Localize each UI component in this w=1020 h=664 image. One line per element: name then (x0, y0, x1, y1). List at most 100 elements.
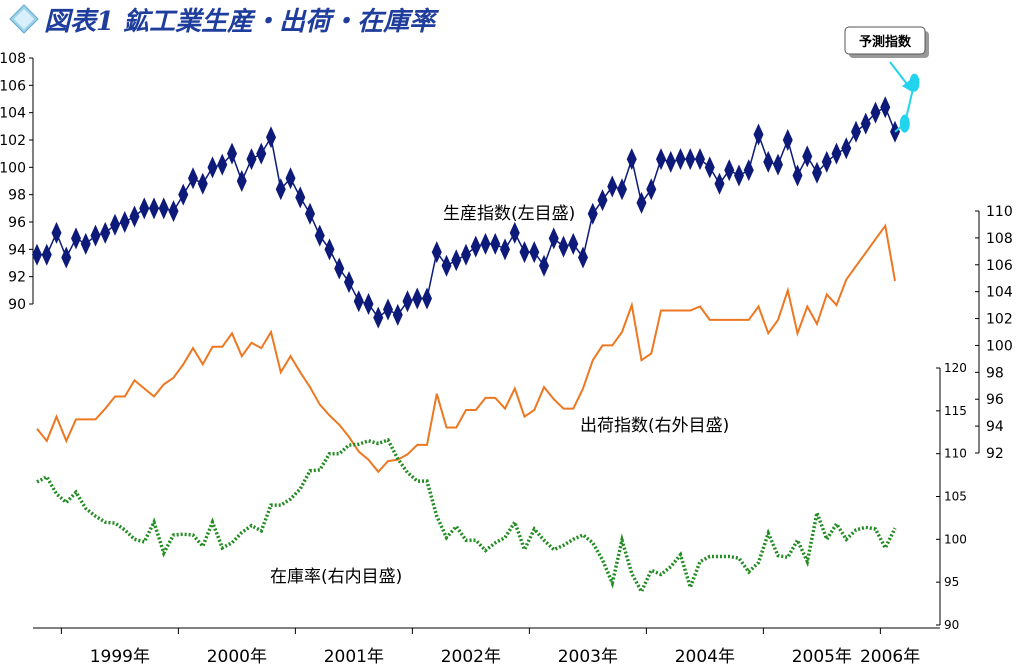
x-axis-year-label: 2005年 (792, 647, 852, 664)
shipments-line (36, 223, 896, 474)
production-point (831, 142, 842, 165)
left-axis-tick-label: 108 (0, 51, 26, 67)
production-point (675, 148, 686, 171)
production-point (129, 205, 140, 228)
x-axis-year-label: 2003年 (558, 647, 618, 664)
production-point (607, 175, 618, 198)
production-point (110, 213, 120, 236)
production-point (100, 221, 111, 244)
shipments-series (36, 223, 896, 474)
production-point (451, 249, 462, 272)
forecast-series (894, 73, 920, 133)
left-axis-tick-label: 90 (8, 297, 26, 313)
production-axis-left: 90 92 94 96 98 100 102 104 106 108 (0, 51, 34, 313)
outer-axis-tick-label: 102 (986, 312, 1013, 328)
production-point (704, 156, 715, 179)
production-point (617, 178, 627, 201)
inventory-axis-right-inner: 90 95 100 105 110 115 120 (936, 361, 967, 632)
production-point (119, 211, 130, 233)
production-series (32, 96, 900, 329)
production-point (295, 186, 306, 209)
production-point (256, 142, 267, 165)
production-point (334, 257, 345, 280)
production-point (860, 112, 871, 135)
production-point (51, 221, 62, 244)
production-point (597, 189, 608, 212)
production-point (626, 148, 637, 171)
production-point (197, 172, 208, 195)
production-point (383, 298, 393, 321)
inner-axis-tick-label: 105 (944, 490, 967, 504)
left-axis-tick-label: 96 (8, 215, 26, 231)
production-point (188, 167, 198, 190)
production-point (285, 167, 296, 190)
production-point (724, 159, 735, 182)
production-point (71, 227, 81, 250)
production-point (461, 243, 471, 266)
forecast-point (899, 114, 910, 133)
production-point (490, 232, 501, 255)
production-point (500, 238, 510, 261)
x-axis-year-label: 2001年 (324, 647, 384, 664)
production-point (773, 153, 783, 176)
forecast-callout-text: 予測指数 (859, 34, 912, 50)
chart-title: 図表1 鉱工業生産・出荷・在庫率 (44, 7, 439, 37)
left-axis-tick-label: 94 (8, 242, 26, 258)
production-point (695, 148, 705, 171)
outer-axis-tick-label: 108 (986, 231, 1013, 247)
left-axis-tick-label: 102 (0, 133, 26, 149)
production-point (422, 287, 432, 310)
shipments-axis-right-outer: 92 94 96 98 100 102 104 106 108 110 (975, 204, 1013, 462)
production-point (149, 197, 159, 220)
production-point (743, 159, 754, 182)
production-point (568, 232, 579, 255)
title-group: 図表1 鉱工業生産・出荷・在庫率 (9, 4, 439, 37)
production-point (275, 178, 286, 201)
production-point (734, 164, 744, 187)
production-point (168, 200, 179, 223)
production-point (587, 202, 598, 225)
inner-axis-tick-label: 90 (944, 618, 959, 632)
production-point (851, 120, 861, 143)
production-point (578, 246, 588, 269)
production-point (509, 221, 520, 244)
inner-axis-tick-label: 115 (944, 404, 967, 418)
production-point (636, 191, 647, 214)
inventory-series-label: 在庫率(右内目盛) (270, 567, 402, 587)
production-point (656, 148, 666, 171)
production-point (753, 123, 764, 146)
production-point (792, 164, 803, 187)
production-point (558, 235, 569, 258)
production-point (80, 232, 91, 255)
outer-axis-tick-label: 98 (986, 365, 1004, 381)
production-point (314, 224, 325, 247)
production-point (802, 145, 813, 168)
production-point (470, 235, 481, 258)
x-axis-year-label: 2006年 (860, 647, 920, 664)
production-point (363, 293, 374, 315)
outer-axis-tick-label: 110 (986, 204, 1013, 220)
production-point (227, 142, 237, 165)
production-point (685, 148, 696, 171)
production-point (841, 137, 852, 160)
inventory-series (36, 437, 897, 596)
production-point (821, 150, 832, 173)
production-point (412, 287, 423, 310)
production-point (431, 241, 442, 264)
production-point (646, 178, 657, 201)
production-point (870, 101, 881, 124)
production-point (373, 306, 384, 329)
x-axis-year-label: 1999年 (90, 647, 150, 664)
outer-axis-tick-label: 106 (986, 258, 1013, 274)
diamond-bullet-icon (9, 4, 39, 34)
production-point (158, 197, 169, 220)
outer-axis-tick-label: 96 (986, 392, 1004, 408)
production-point (392, 303, 403, 326)
outer-axis-tick-label: 100 (986, 338, 1013, 354)
production-point (402, 290, 413, 313)
production-point (714, 172, 725, 195)
production-point (519, 241, 530, 264)
production-point (548, 227, 559, 250)
production-point (665, 150, 676, 173)
